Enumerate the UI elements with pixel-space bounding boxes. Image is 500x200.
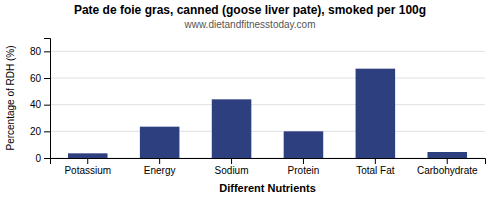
bar <box>356 69 396 158</box>
tick: 20 <box>30 126 50 137</box>
tick-mark <box>44 131 50 132</box>
tick-mark <box>44 105 50 106</box>
grid-line <box>50 51 485 52</box>
chart-container: Pate de foie gras, canned (goose liver p… <box>0 0 500 200</box>
grid-line <box>50 104 485 105</box>
y-axis: 0 20 40 60 80 <box>30 39 51 164</box>
tick: Total Fat <box>356 158 395 176</box>
grid-line <box>50 131 485 132</box>
tick: Carbohydrate <box>417 158 478 176</box>
bar <box>212 99 252 158</box>
chart-svg: Pate de foie gras, canned (goose liver p… <box>0 0 500 200</box>
subtitle: www.dietandfitnesstoday.com <box>184 19 316 30</box>
grid <box>50 51 485 158</box>
bar <box>68 153 108 158</box>
bar <box>284 131 324 158</box>
bars <box>68 69 467 158</box>
tick: Protein <box>288 158 320 176</box>
tick-label: 0 <box>35 153 41 164</box>
tick-label: 40 <box>30 99 42 110</box>
grid-line <box>50 78 485 79</box>
tick-mark <box>303 158 304 164</box>
tick: 60 <box>30 73 50 84</box>
tick: Potassium <box>64 158 111 176</box>
tick-mark <box>44 158 50 159</box>
tick: Sodium <box>215 158 249 176</box>
tick-mark <box>44 78 50 79</box>
tick: 0 <box>35 153 50 164</box>
plot-area: 0 20 40 60 80 Potassium Energy Sodium Protein Tot… <box>30 39 486 177</box>
tick: Energy <box>144 158 176 176</box>
tick: 80 <box>30 46 50 57</box>
tick-mark <box>44 51 50 52</box>
title: Pate de foie gras, canned (goose liver p… <box>74 3 426 17</box>
tick-label: Total Fat <box>356 165 395 176</box>
tick-label: 80 <box>30 46 42 57</box>
bar <box>140 127 180 158</box>
tick-label: Carbohydrate <box>417 165 478 176</box>
tick-label: Protein <box>288 165 320 176</box>
axis-line <box>44 39 51 159</box>
tick-mark <box>159 158 160 164</box>
y-axis-label: Percentage of RDH (%) <box>5 45 16 150</box>
x-axis-label: Different Nutrients <box>219 182 316 194</box>
tick-mark <box>231 158 232 164</box>
tick: 40 <box>30 99 50 110</box>
axis-line <box>51 159 486 165</box>
x-axis: Potassium Energy Sodium Protein Total Fat Car… <box>51 158 486 176</box>
tick-mark <box>447 158 448 164</box>
tick-label: 20 <box>30 126 42 137</box>
bar <box>427 152 467 158</box>
tick-label: 60 <box>30 73 42 84</box>
tick-label: Sodium <box>215 165 249 176</box>
tick-mark <box>87 158 88 164</box>
tick-label: Potassium <box>64 165 111 176</box>
tick-mark <box>375 158 376 164</box>
tick-label: Energy <box>144 165 176 176</box>
